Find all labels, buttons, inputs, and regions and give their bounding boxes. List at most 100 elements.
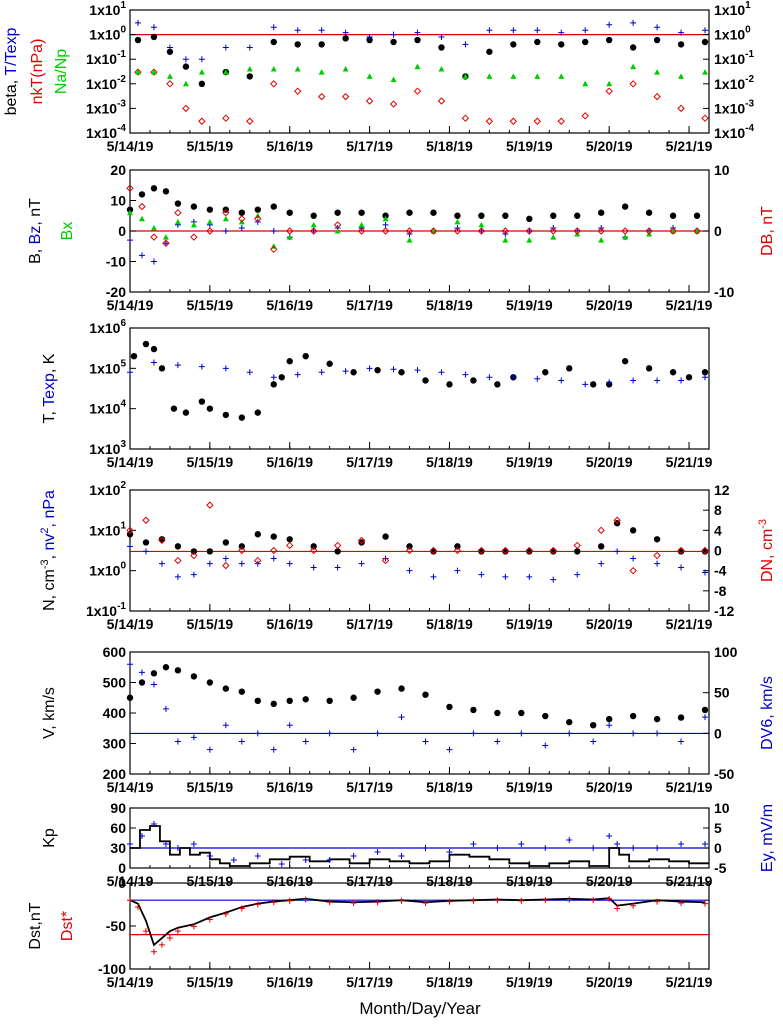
- data-point-circle: [446, 703, 453, 711]
- data-point-circle: [182, 409, 190, 416]
- data-point-circle: [478, 212, 485, 219]
- data-point-circle: [701, 38, 709, 46]
- series-nkt-npa-: [134, 68, 709, 125]
- tick-exponent: -1: [745, 49, 754, 60]
- data-point-diamond: [629, 80, 637, 88]
- data-point-circle: [502, 548, 509, 555]
- tick-base: 0: [118, 223, 126, 239]
- data-point-plus: [630, 377, 637, 384]
- tick-base: 1x10: [86, 76, 117, 92]
- data-point-plus: [254, 853, 261, 859]
- tick-exponent: 6: [120, 318, 126, 329]
- data-point-diamond: [477, 227, 486, 235]
- data-point-plus: [454, 567, 461, 574]
- data-point-circle: [590, 722, 597, 729]
- data-point-triangle: [246, 65, 253, 72]
- x-tick-label: 5/21/19: [666, 297, 713, 313]
- data-point-circle: [693, 212, 701, 219]
- data-point-plus: [127, 897, 133, 904]
- axis-label-part: nT: [27, 198, 44, 217]
- data-point-diamond: [158, 536, 166, 545]
- data-point-circle: [486, 48, 493, 55]
- x-tick-label: 5/16/19: [266, 779, 313, 795]
- data-point-plus: [678, 29, 685, 36]
- data-point-circle: [597, 209, 605, 216]
- data-point-circle: [350, 694, 357, 701]
- data-point-diamond: [573, 541, 581, 550]
- data-point-circle: [270, 381, 277, 388]
- data-point-circle: [629, 527, 637, 534]
- data-point-diamond: [381, 556, 390, 565]
- data-point-diamond: [509, 117, 518, 125]
- y-tick-label: 1x100: [89, 561, 126, 579]
- data-point-plus: [598, 560, 605, 567]
- y-tick-label-right: 5: [714, 820, 722, 836]
- tick-base: 400: [103, 705, 127, 721]
- y-tick-label-right: -5: [714, 860, 727, 876]
- data-point-circle: [414, 36, 421, 44]
- data-point-plus: [310, 564, 317, 571]
- y-axis-label-secondary: nkT(nPa): [29, 39, 46, 105]
- data-point-triangle: [414, 63, 421, 70]
- y-tick-label: 1x102: [89, 480, 126, 498]
- axis-label-part: Dst,nT: [27, 902, 44, 949]
- data-point-circle: [126, 694, 134, 701]
- series-texp: [127, 359, 709, 388]
- data-point-plus: [238, 738, 245, 745]
- data-point-plus: [702, 714, 709, 721]
- data-point-plus: [502, 573, 509, 580]
- tick-exponent: 1: [120, 0, 126, 11]
- data-point-circle: [134, 36, 142, 44]
- data-point-plus: [134, 904, 141, 911]
- data-point-plus: [590, 738, 597, 745]
- series-v: [126, 664, 709, 729]
- data-point-diamond: [238, 546, 246, 555]
- data-point-plus: [702, 900, 709, 907]
- data-point-plus: [446, 746, 453, 753]
- x-tick-label: 5/21/19: [666, 873, 713, 889]
- data-point-plus: [127, 661, 133, 668]
- data-point-circle: [286, 697, 293, 704]
- data-point-circle: [566, 365, 573, 372]
- data-point-plus: [678, 738, 685, 745]
- x-tick-label: 5/18/19: [426, 138, 473, 154]
- data-point-plus: [158, 560, 165, 567]
- data-point-triangle: [342, 65, 349, 72]
- data-point-triangle: [486, 73, 493, 79]
- y-tick-label: 400: [103, 705, 127, 721]
- tick-base: 0: [118, 875, 126, 891]
- x-tick-label: 5/19/19: [506, 616, 553, 632]
- x-axis-label: Month/Day/Year: [359, 999, 481, 1018]
- data-point-plus: [238, 224, 245, 231]
- x-tick-label: 5/17/19: [346, 873, 393, 889]
- data-point-diamond: [206, 501, 214, 509]
- data-point-circle: [130, 352, 138, 360]
- data-point-plus: [366, 365, 373, 372]
- tick-base: 10: [110, 193, 126, 209]
- x-tick-label: 5/14/19: [107, 454, 154, 470]
- data-point-plus: [270, 746, 277, 753]
- series-t-texp: [134, 19, 709, 63]
- data-point-circle: [138, 679, 146, 686]
- data-point-diamond: [597, 227, 605, 235]
- axis-label-part: DB, nT: [759, 206, 776, 256]
- tick-base: 1x10: [89, 360, 120, 376]
- axis-label-part: T,: [41, 407, 58, 424]
- data-point-triangle: [150, 224, 157, 231]
- data-point-circle: [162, 664, 170, 671]
- data-point-plus: [286, 897, 293, 904]
- data-point-triangle: [334, 228, 341, 234]
- y-tick-label: 30: [110, 840, 126, 856]
- data-point-circle: [318, 41, 325, 48]
- x-tick-label: 5/20/19: [586, 138, 633, 154]
- y-tick-label-right: 0: [714, 840, 722, 856]
- data-point-diamond: [254, 215, 262, 223]
- data-point-plus: [138, 833, 145, 839]
- data-point-diamond: [286, 227, 294, 235]
- tick-base: 0: [714, 725, 722, 741]
- axis-label-part: B,: [27, 244, 44, 264]
- data-point-diamond: [365, 97, 374, 105]
- data-point-plus: [438, 33, 445, 40]
- data-point-plus: [414, 29, 421, 36]
